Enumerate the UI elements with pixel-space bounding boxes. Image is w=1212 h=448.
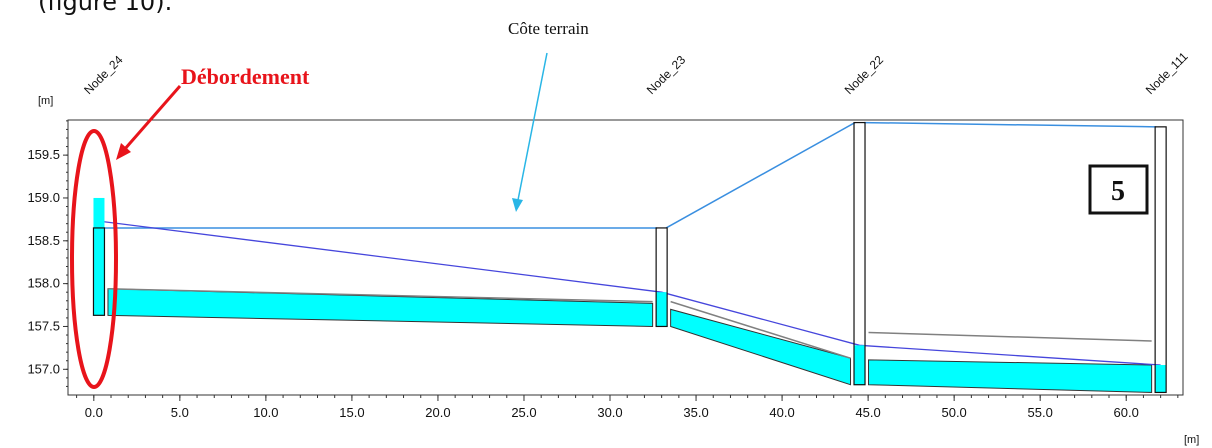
- pipe-crown-line-2: [670, 300, 851, 359]
- x-tick-label-11: 50.0: [941, 405, 966, 420]
- node-label-1: Node_24: [81, 53, 126, 98]
- node-water-4: [1155, 365, 1167, 393]
- overflow-label: Débordement: [181, 64, 310, 89]
- x-tick-label-7: 30.0: [597, 405, 622, 420]
- node-manhole-4: [1154, 126, 1167, 394]
- node-label-3: Node_22: [842, 53, 887, 98]
- node-water-3: [854, 345, 866, 385]
- node-water-2: [656, 292, 668, 327]
- x-tick-label-12: 55.0: [1028, 405, 1053, 420]
- ground-level-arrow: [517, 52, 548, 201]
- y-tick-label-3: 158.0: [27, 276, 60, 291]
- profile-number: 5: [1111, 176, 1125, 207]
- pipe-water-2: [670, 308, 852, 386]
- ground-level-label: Côte terrain: [508, 19, 589, 38]
- x-tick-label-2: 5.0: [171, 405, 189, 420]
- x-unit-label: [m]: [1184, 434, 1199, 446]
- node-label-2: Node_23: [644, 53, 689, 98]
- y-tick-label-4: 158.5: [27, 233, 60, 248]
- node-manhole-1: [92, 227, 106, 316]
- y-unit-label: [m]: [38, 95, 53, 107]
- plot-frame: [67, 119, 1184, 396]
- y-tick-label-5: 159.0: [27, 190, 60, 205]
- x-tick-label-5: 20.0: [425, 405, 450, 420]
- overflow-arrow: [122, 85, 182, 151]
- node-water-1: [93, 197, 105, 316]
- ground-level-arrowhead: [512, 198, 523, 212]
- node-manhole-2: [655, 227, 668, 328]
- ground-line-2: [665, 121, 856, 229]
- x-tick-label-6: 25.0: [511, 405, 536, 420]
- x-tick-label-10: 45.0: [855, 405, 880, 420]
- x-tick-label-3: 10.0: [253, 405, 278, 420]
- node-label-4: Node_111: [1143, 49, 1191, 97]
- x-tick-label-9: 40.0: [769, 405, 794, 420]
- y-tick-label-6: 159.5: [27, 147, 60, 162]
- profile-number-box: [1088, 164, 1149, 215]
- y-tick-label-1: 157.0: [27, 361, 60, 376]
- hydraulic-grade-line: [98, 220, 1161, 366]
- pipe-water-3: [868, 359, 1153, 393]
- y-tick-label-2: 157.5: [27, 318, 60, 333]
- node-manhole-3: [853, 121, 866, 386]
- x-tick-label-13: 60.0: [1114, 405, 1139, 420]
- overflow-ellipse: [70, 129, 118, 389]
- pipe-crown-line-1: [107, 288, 653, 303]
- ground-line-3: [864, 121, 1157, 128]
- overflow-arrowhead: [116, 143, 131, 160]
- x-tick-label-1: 0.0: [85, 405, 103, 420]
- figure-caption: (figure 10).: [38, 0, 173, 16]
- pipe-crown-line-3: [868, 331, 1152, 342]
- x-tick-label-8: 35.0: [683, 405, 708, 420]
- x-tick-label-4: 15.0: [339, 405, 364, 420]
- pipe-water-1: [107, 288, 654, 327]
